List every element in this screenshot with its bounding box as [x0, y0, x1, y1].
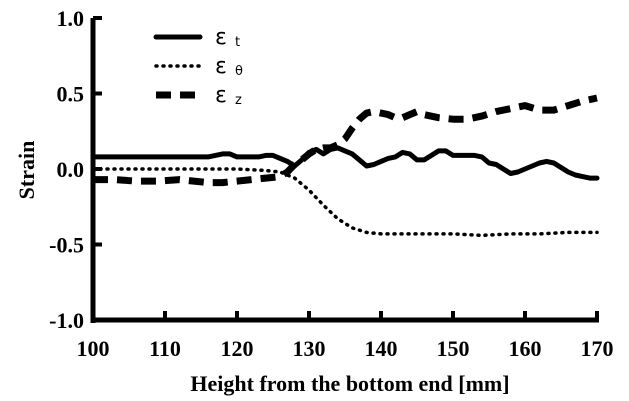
x-tick-label: 120 [221, 336, 254, 361]
legend-label: ε [215, 83, 227, 108]
legend-subscript: t [235, 35, 240, 50]
series-layer [90, 94, 600, 238]
y-axis-title: Strain [14, 141, 39, 200]
y-tick-label: 0.5 [57, 82, 85, 107]
x-tick-label: 110 [149, 336, 181, 361]
legend-subscript: θ [235, 64, 243, 79]
y-tick-label: -1.0 [49, 308, 84, 333]
x-tick-label: 160 [509, 336, 542, 361]
x-tick-label: 100 [77, 336, 110, 361]
series-line-θ [91, 167, 599, 238]
legend-label: ε [215, 25, 227, 50]
axes-layer: 1.0 0.5 0.0 -0.5 -1.0 100 110 120 130 140 150 160 17… [49, 6, 613, 361]
x-tick-label: 150 [437, 336, 470, 361]
y-tick-label: -0.5 [49, 233, 84, 258]
x-axis-title: Height from the bottom end [mm] [190, 371, 509, 396]
x-tick-label: 170 [581, 336, 614, 361]
legend-subscript: z [235, 93, 242, 108]
series-line-z [93, 94, 598, 187]
series-line-t [90, 145, 600, 181]
x-tick-label: 140 [365, 336, 398, 361]
x-tick-label: 130 [293, 336, 326, 361]
legend-label: ε [215, 54, 227, 79]
y-tick-label: 0.0 [57, 157, 85, 182]
y-tick-label: 1.0 [57, 6, 85, 31]
legend: ε tε θε z [153, 25, 243, 108]
